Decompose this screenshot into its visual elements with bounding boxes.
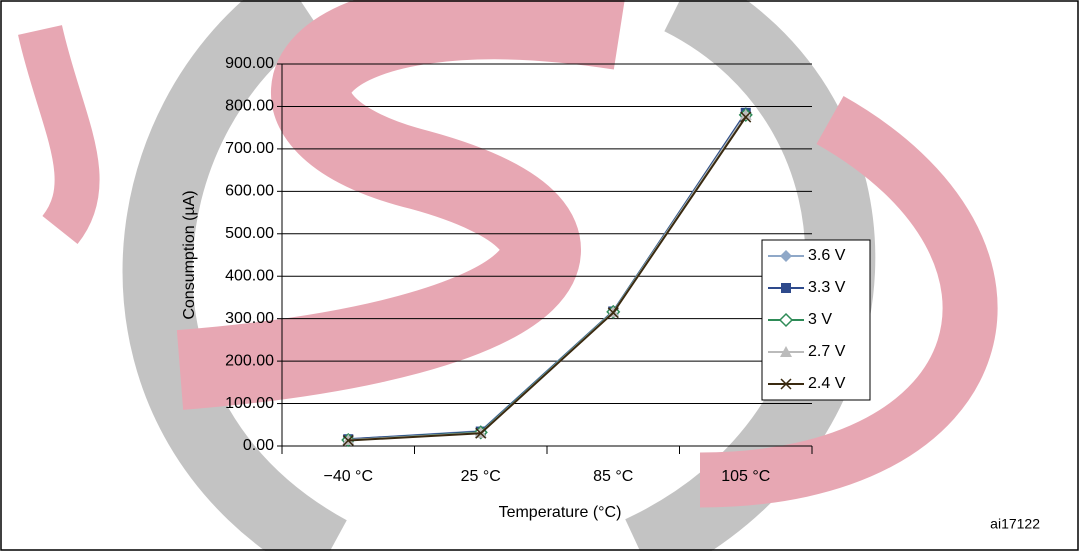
y-tick-label: 900.00 — [225, 55, 274, 72]
watermark-arc — [176, 0, 625, 410]
legend-label: 3.6 V — [808, 247, 846, 264]
series-line — [348, 116, 747, 442]
annotation: ai17122 — [990, 516, 1040, 532]
marker — [475, 427, 487, 439]
watermark-arc — [699, 96, 998, 508]
marker — [778, 312, 794, 328]
marker — [739, 108, 752, 120]
x-tick-label: 105 °C — [721, 468, 770, 485]
legend-label: 3.3 V — [808, 279, 846, 296]
marker — [607, 307, 619, 319]
x-tick-label: −40 °C — [323, 468, 373, 485]
marker — [780, 250, 792, 262]
y-tick-label: 300.00 — [225, 310, 274, 327]
legend-label: 2.7 V — [808, 343, 846, 360]
y-tick-label: 700.00 — [225, 140, 274, 157]
marker — [740, 111, 752, 123]
y-axis-label: Consumption (µA) — [181, 190, 198, 319]
y-tick-label: 800.00 — [225, 98, 274, 115]
marker — [780, 346, 792, 357]
legend-label: 3 V — [808, 311, 832, 328]
marker — [780, 378, 792, 390]
y-tick-label: 100.00 — [225, 395, 274, 412]
watermark-arc — [122, 0, 348, 551]
y-tick-label: 200.00 — [225, 352, 274, 369]
legend-label: 2.4 V — [808, 375, 846, 392]
y-tick-label: 600.00 — [225, 183, 274, 200]
y-tick-label: 0.00 — [243, 437, 274, 454]
watermark-arc — [18, 25, 100, 245]
x-axis-label: Temperature (°C) — [499, 504, 622, 521]
x-tick-label: 25 °C — [461, 468, 501, 485]
watermark — [18, 0, 998, 551]
x-tick-label: 85 °C — [593, 468, 633, 485]
marker — [342, 434, 354, 447]
y-tick-label: 400.00 — [225, 267, 274, 284]
y-tick-label: 500.00 — [225, 225, 274, 242]
marker — [781, 283, 791, 293]
